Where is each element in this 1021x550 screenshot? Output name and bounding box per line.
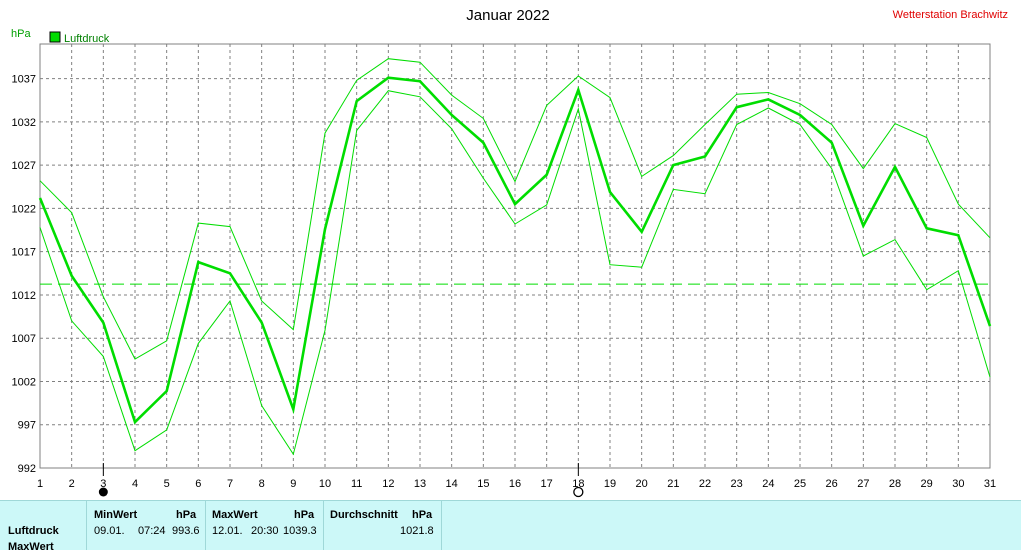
max-date: 12.01.: [212, 525, 243, 537]
filled-circle-marker: [98, 487, 108, 497]
stats-max-column: MaxWert hPa 12.01. 20:30 1039.3: [206, 501, 324, 550]
x-tick-label: 12: [382, 478, 394, 490]
series-line-max: [39, 58, 991, 360]
x-tick-label: 26: [826, 478, 838, 490]
x-tick-label: 28: [889, 478, 901, 490]
x-tick-label: 15: [477, 478, 489, 490]
x-tick-label: 19: [604, 478, 616, 490]
x-tick-label: 11: [351, 478, 362, 490]
grid-lines: [40, 44, 990, 468]
y-tick-label: 1027: [12, 160, 36, 172]
x-tick-label: 6: [195, 478, 201, 490]
x-tick-label: 31: [984, 478, 996, 490]
x-tick-label: 27: [857, 478, 869, 490]
y-tick-label: 1017: [12, 247, 36, 259]
max-header: MaxWert: [212, 509, 258, 521]
stats-row-label: Luftdruck: [8, 525, 59, 537]
station-name: Wetterstation Brachwitz: [893, 9, 1008, 21]
x-tick-label: 20: [636, 478, 648, 490]
pressure-chart: Januar 2022 Wetterstation Brachwitz hPa …: [11, 7, 1008, 498]
x-tick-label: 22: [699, 478, 711, 490]
y-tick-label: 1022: [12, 203, 36, 215]
series-line-min: [39, 90, 991, 456]
x-tick-label: 18: [572, 478, 584, 490]
y-tick-label: 1002: [12, 376, 36, 388]
stats-avg-column: Durchschnitt hPa 1021.8: [324, 501, 442, 550]
stats-label-column: [0, 501, 87, 550]
y-tick-label: 992: [18, 463, 36, 475]
stats-min-column: MinWert hPa 09.01. 07:24 993.6: [87, 501, 206, 550]
x-tick-label: 16: [509, 478, 521, 490]
avg-value: 1021.8: [400, 525, 434, 537]
min-unit: hPa: [176, 509, 197, 521]
x-tick-label: 23: [731, 478, 743, 490]
x-tick-label: 29: [921, 478, 933, 490]
max-unit: hPa: [294, 509, 315, 521]
series-group: [38, 58, 992, 456]
avg-header: Durchschnitt: [330, 509, 398, 521]
y-tick-label: 1032: [12, 117, 36, 129]
open-circle-marker: [573, 486, 584, 498]
markers-group: [98, 463, 584, 498]
y-tick-label: 1012: [12, 290, 36, 302]
y-tick-label: 1007: [12, 333, 36, 345]
y-tick-label: 997: [18, 420, 36, 432]
min-header: MinWert: [94, 509, 138, 521]
statistics-panel: Luftdruck MaxWert MinWert hPa 09.01. 07:…: [0, 500, 1021, 550]
x-tick-label: 25: [794, 478, 806, 490]
x-tick-label: 1: [37, 478, 43, 490]
x-tick-label: 21: [667, 478, 679, 490]
x-tick-label: 17: [541, 478, 553, 490]
min-value: 993.6: [172, 525, 200, 537]
x-tick-label: 8: [259, 478, 265, 490]
x-tick-label: 3: [100, 478, 106, 490]
x-tick-label: 24: [762, 478, 774, 490]
max-time: 20:30: [251, 525, 279, 537]
x-tick-label: 30: [952, 478, 964, 490]
avg-unit: hPa: [412, 509, 433, 521]
max-value: 1039.3: [283, 525, 317, 537]
x-axis-ticks: 1 2 3 4 5 6 7 8 9 10 11 12 13 14 15 16 17 18 19 20 21 22 23 24 2…: [37, 478, 996, 490]
x-tick-label: 9: [290, 478, 296, 490]
y-tick-label: 1037: [12, 74, 36, 86]
x-tick-label: 10: [319, 478, 331, 490]
legend-label: Luftdruck: [64, 33, 110, 45]
min-time: 07:24: [138, 525, 166, 537]
x-tick-label: 5: [164, 478, 170, 490]
chart-title: Januar 2022: [466, 7, 549, 24]
x-tick-label: 4: [132, 478, 138, 490]
series-line-mean: [38, 76, 992, 425]
stats-row-label-2: MaxWert: [8, 541, 54, 550]
min-date: 09.01.: [94, 525, 125, 537]
y-axis-ticks: 992 997 1002 1007 1012 1017 1022 1027 1032 1037: [12, 74, 36, 475]
y-axis-unit: hPa: [11, 28, 31, 40]
legend-swatch: [49, 31, 61, 43]
x-tick-label: 7: [227, 478, 233, 490]
x-tick-label: 2: [69, 478, 75, 490]
x-tick-label: 13: [414, 478, 426, 490]
x-tick-label: 14: [446, 478, 458, 490]
